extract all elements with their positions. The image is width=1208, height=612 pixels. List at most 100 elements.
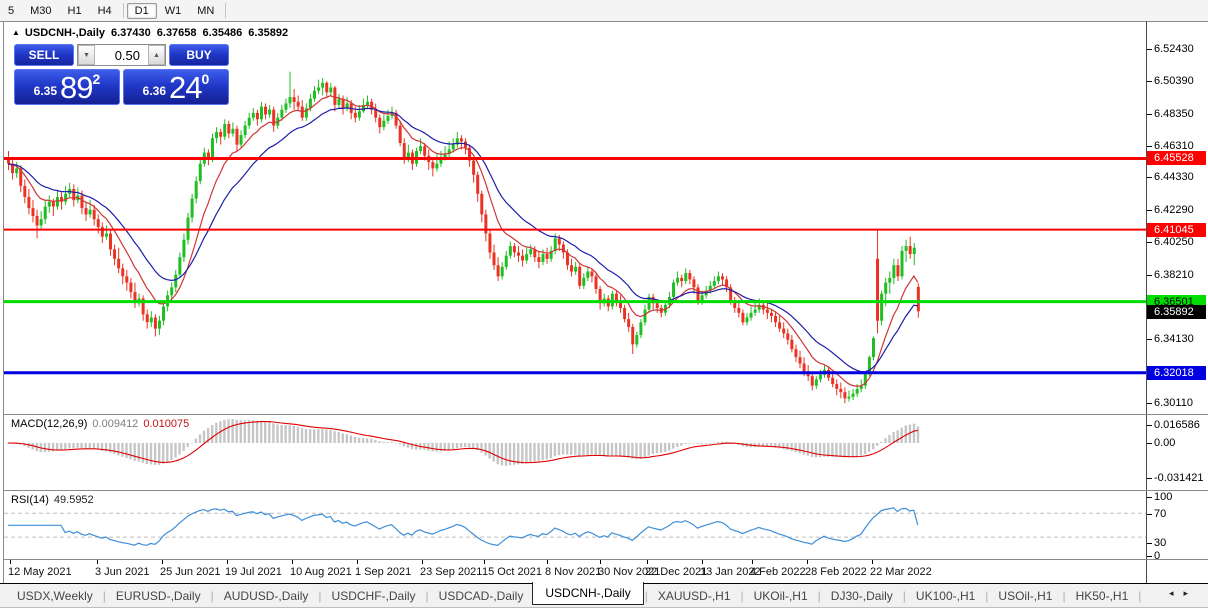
tab-separator: |	[425, 588, 429, 603]
collapse-trade-panel-icon[interactable]: ▲	[12, 28, 20, 37]
rsi-value: 49.5952	[53, 494, 94, 506]
ohlc-close: 6.35892	[248, 27, 289, 39]
volume-value[interactable]: 0.50	[114, 47, 140, 63]
tab-usoil--h1[interactable]: USOil-,H1	[998, 588, 1053, 603]
tab-separator: |	[102, 588, 106, 603]
macd-signal-line	[7, 420, 918, 464]
date-axis-label: 23 Sep 2021	[420, 566, 483, 578]
volume-increase-icon[interactable]: ▲	[148, 45, 165, 65]
tab-scroll-arrows: ◂▸	[1169, 588, 1198, 599]
rsi-canvas[interactable]	[4, 492, 1146, 559]
date-tick	[647, 560, 648, 564]
tab-separator: |	[318, 588, 322, 603]
timeframe-button-d1[interactable]: D1	[126, 2, 157, 19]
price-axis-label: 6.34130	[1154, 333, 1194, 346]
timeframe-button-h4[interactable]: H4	[97, 4, 112, 17]
ohlc-header: ▲ USDCNH-,Daily 6.37430 6.37658 6.35486 6.358…	[12, 27, 294, 39]
tab-separator: |	[1062, 588, 1066, 603]
tab-xauusd--h1[interactable]: XAUUSD-,H1	[657, 588, 731, 603]
rsi-pane-splitter[interactable]	[3, 490, 1208, 491]
date-axis-label: 1 Sep 2021	[355, 566, 412, 578]
volume-stepper: ▼ 0.50 ▲	[77, 44, 166, 66]
date-tick	[292, 560, 293, 564]
timeframe-toolbar: 5 M30 H1 H4 D1 W1 MN	[0, 0, 1208, 21]
tab-scroll-left-icon[interactable]: ◂	[1168, 588, 1184, 598]
rsi-pane[interactable]: RSI(14) 49.5952	[4, 492, 1146, 559]
macd-signal-value: 0.010075	[143, 418, 190, 430]
date-axis-label: 13 Jan 2022	[700, 566, 761, 578]
macd-pane-splitter[interactable]	[3, 414, 1208, 415]
tab-audusd--daily[interactable]: AUDUSD-,Daily	[223, 588, 309, 603]
tab-usdchf--daily[interactable]: USDCHF-,Daily	[331, 588, 416, 603]
date-axis-label: 12 May 2021	[8, 566, 72, 578]
buy-button[interactable]: BUY	[169, 44, 229, 66]
rsi-tick	[1147, 556, 1152, 557]
rsi-tick	[1147, 497, 1152, 498]
price-chart-canvas[interactable]	[4, 22, 1146, 413]
rsi-name: RSI(14)	[11, 494, 49, 506]
tab-scroll-right-icon[interactable]: ▸	[1183, 588, 1198, 598]
tab-usdx-weekly[interactable]: USDX,Weekly	[17, 588, 93, 603]
date-tick	[357, 560, 358, 564]
date-axis-label: 3 Jun 2021	[95, 566, 150, 578]
tab-usdcad--daily[interactable]: USDCAD-,Daily	[438, 588, 524, 603]
timeframe-button-w1[interactable]: W1	[164, 4, 182, 17]
timeframe-button-5[interactable]: 5	[8, 4, 15, 17]
price-axis-label: 6.48350	[1154, 107, 1194, 120]
tab-dj30--daily[interactable]: DJ30-,Daily	[830, 588, 893, 603]
price-tick	[1147, 402, 1152, 404]
tab-separator: |	[985, 588, 989, 603]
ask-price-box[interactable]: 6.36 24 0	[123, 69, 229, 105]
tab-uk100--h1[interactable]: UK100-,H1	[915, 588, 976, 603]
chart-left-border	[3, 21, 4, 583]
date-axis-label: 28 Feb 2022	[805, 566, 867, 578]
ask-big-digits: 24	[169, 70, 202, 105]
tab-separator: |	[740, 588, 744, 603]
rsi-tick	[1147, 514, 1152, 515]
price-tick	[1147, 177, 1152, 179]
date-tick	[807, 560, 808, 564]
bid-pip-digit: 2	[92, 71, 101, 87]
tab-ukoil--h1[interactable]: UKOil-,H1	[753, 588, 808, 603]
ma-10-line[interactable]	[7, 95, 919, 387]
date-tick	[872, 560, 873, 564]
date-tick	[10, 560, 11, 564]
date-tick	[702, 560, 703, 564]
macd-tick	[1147, 478, 1152, 479]
date-axis-label: 22 Dec 2021	[645, 566, 708, 578]
date-axis-label: 4 Feb 2022	[750, 566, 806, 578]
level-badge-6.36501: 6.36501	[1147, 294, 1206, 309]
bid-price-box[interactable]: 6.35 89 2	[14, 69, 120, 105]
rsi-axis-label: 0	[1154, 550, 1161, 562]
volume-decrease-icon[interactable]: ▼	[78, 45, 95, 65]
price-tick	[1147, 209, 1152, 211]
toolbar-separator	[225, 3, 227, 18]
tab-eurusd--daily[interactable]: EURUSD-,Daily	[115, 588, 201, 603]
price-axis-label: 6.38210	[1154, 268, 1194, 281]
price-axis-label: 6.30110	[1154, 396, 1193, 409]
timeframe-button-mn[interactable]: MN	[197, 4, 215, 17]
price-tick	[1147, 339, 1152, 341]
price-tick	[1147, 274, 1152, 276]
price-axis-separator	[1146, 21, 1147, 583]
price-axis-label: 6.40250	[1154, 236, 1194, 249]
timeframe-button-h1[interactable]: H1	[67, 4, 82, 17]
level-badge-6.41045: 6.41045	[1147, 222, 1206, 237]
tab-hk50--h1[interactable]: HK50-,H1	[1075, 588, 1129, 603]
date-axis-label: 19 Jul 2021	[225, 566, 282, 578]
macd-label: MACD(12,26,9) 0.009412 0.010075	[11, 418, 189, 430]
date-tick	[547, 560, 548, 564]
sell-button[interactable]: SELL	[14, 44, 74, 66]
tab-usdcnh--daily[interactable]: USDCNH-,Daily	[532, 582, 644, 605]
rsi-axis-label: 100	[1154, 491, 1173, 503]
date-tick	[484, 560, 485, 564]
macd-axis-label: 0.016586	[1154, 419, 1200, 431]
tab-separator: |	[210, 588, 214, 603]
tab-separator: |	[644, 588, 648, 603]
timeframe-button-m30[interactable]: M30	[30, 4, 52, 17]
date-axis-label: 30 Nov 2021	[598, 566, 661, 578]
price-pane[interactable]: ▲ USDCNH-,Daily 6.37430 6.37658 6.35486 6.358…	[4, 22, 1146, 413]
rsi-tick	[1147, 543, 1152, 544]
macd-canvas[interactable]	[4, 416, 1146, 488]
macd-pane[interactable]: MACD(12,26,9) 0.009412 0.010075	[4, 416, 1146, 488]
